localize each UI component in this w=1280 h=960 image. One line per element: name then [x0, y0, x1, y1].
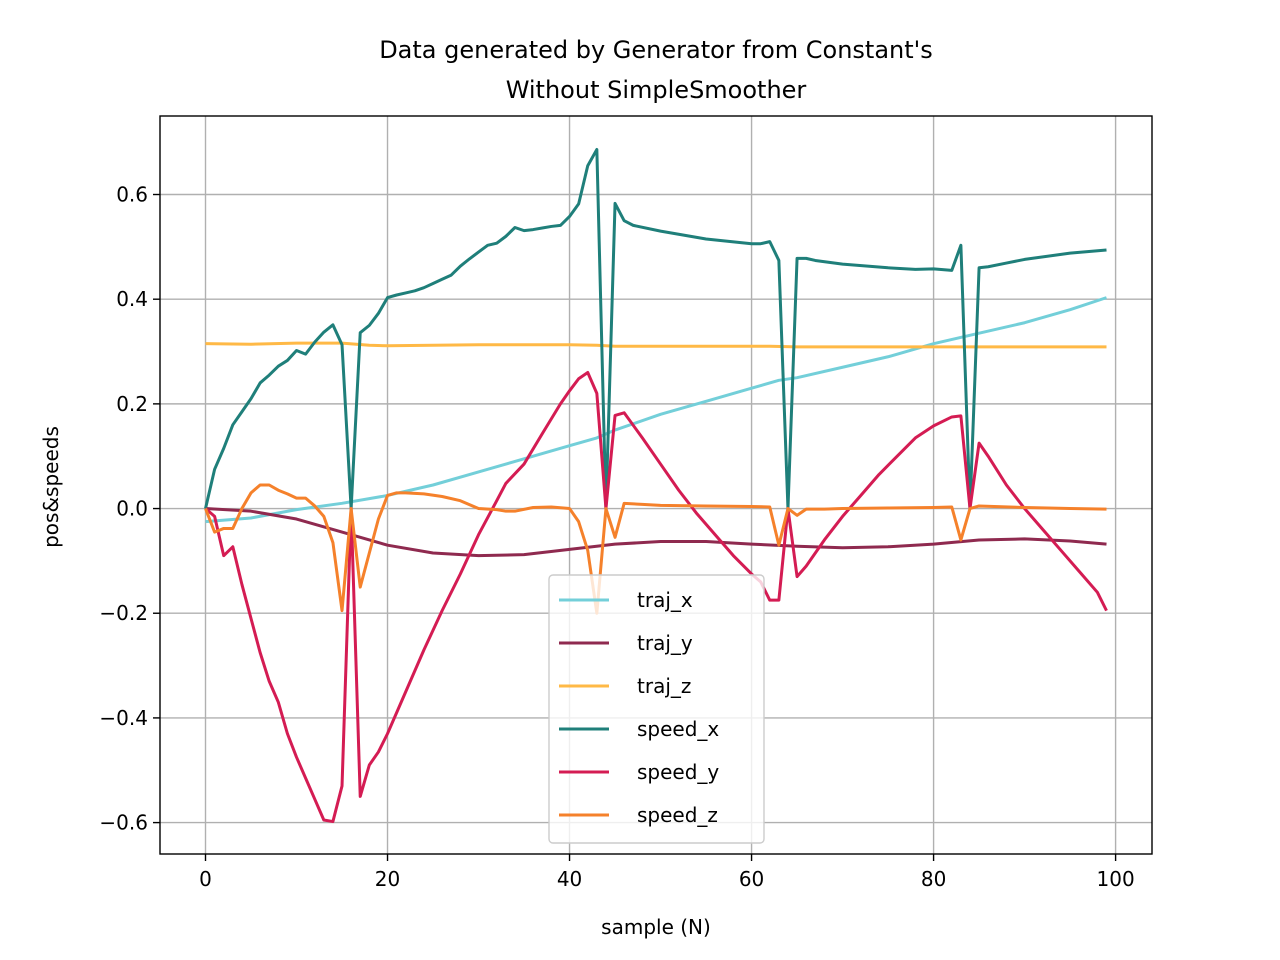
- series-line-speed-z: [204, 483, 1107, 615]
- axis-ticks: 0 20 40 60 80 100 −0.6 −0.4 −0.2 0.0 0.2 0.4 0.6: [99, 183, 1134, 891]
- legend: traj_x traj_y traj_z speed_x speed_y speed_z: [548, 574, 765, 844]
- grid-lines: [160, 116, 1152, 854]
- y-tick-label: −0.2: [99, 601, 148, 625]
- y-tick-label: 0.4: [116, 287, 148, 311]
- series-lines: [204, 148, 1108, 824]
- plot-frame: [159, 115, 1153, 855]
- legend-label-speed-y: speed_y: [637, 760, 719, 784]
- y-tick-label: −0.4: [99, 706, 148, 730]
- legend-label-traj-y: traj_y: [637, 631, 693, 655]
- x-tick-label: 80: [921, 867, 946, 891]
- series-line-traj-x: [205, 296, 1107, 524]
- x-tick-label: 0: [199, 867, 212, 891]
- legend-label-speed-z: speed_z: [637, 803, 718, 827]
- series-line-speed-y: [204, 370, 1108, 824]
- y-axis-label: pos&speeds: [39, 426, 63, 548]
- legend-label-speed-x: speed_x: [637, 717, 719, 741]
- chart-title-line-2: Without SimpleSmoother: [506, 76, 807, 104]
- y-tick-label: 0.2: [116, 392, 148, 416]
- chart-title-line-1: Data generated by Generator from Constan…: [379, 36, 933, 64]
- x-tick-label: 20: [375, 867, 400, 891]
- legend-label-traj-x: traj_x: [637, 588, 693, 612]
- x-tick-label: 40: [557, 867, 582, 891]
- series-line-traj-z: [205, 341, 1107, 349]
- y-tick-label: −0.6: [99, 811, 148, 835]
- y-tick-label: 0.0: [116, 497, 148, 521]
- y-tick-label: 0.6: [116, 183, 148, 207]
- x-tick-label: 100: [1097, 867, 1135, 891]
- x-tick-label: 60: [739, 867, 764, 891]
- series-line-traj-y: [205, 507, 1107, 558]
- legend-label-traj-z: traj_z: [637, 674, 691, 698]
- series-line-speed-x: [204, 148, 1107, 511]
- x-axis-label: sample (N): [601, 915, 711, 939]
